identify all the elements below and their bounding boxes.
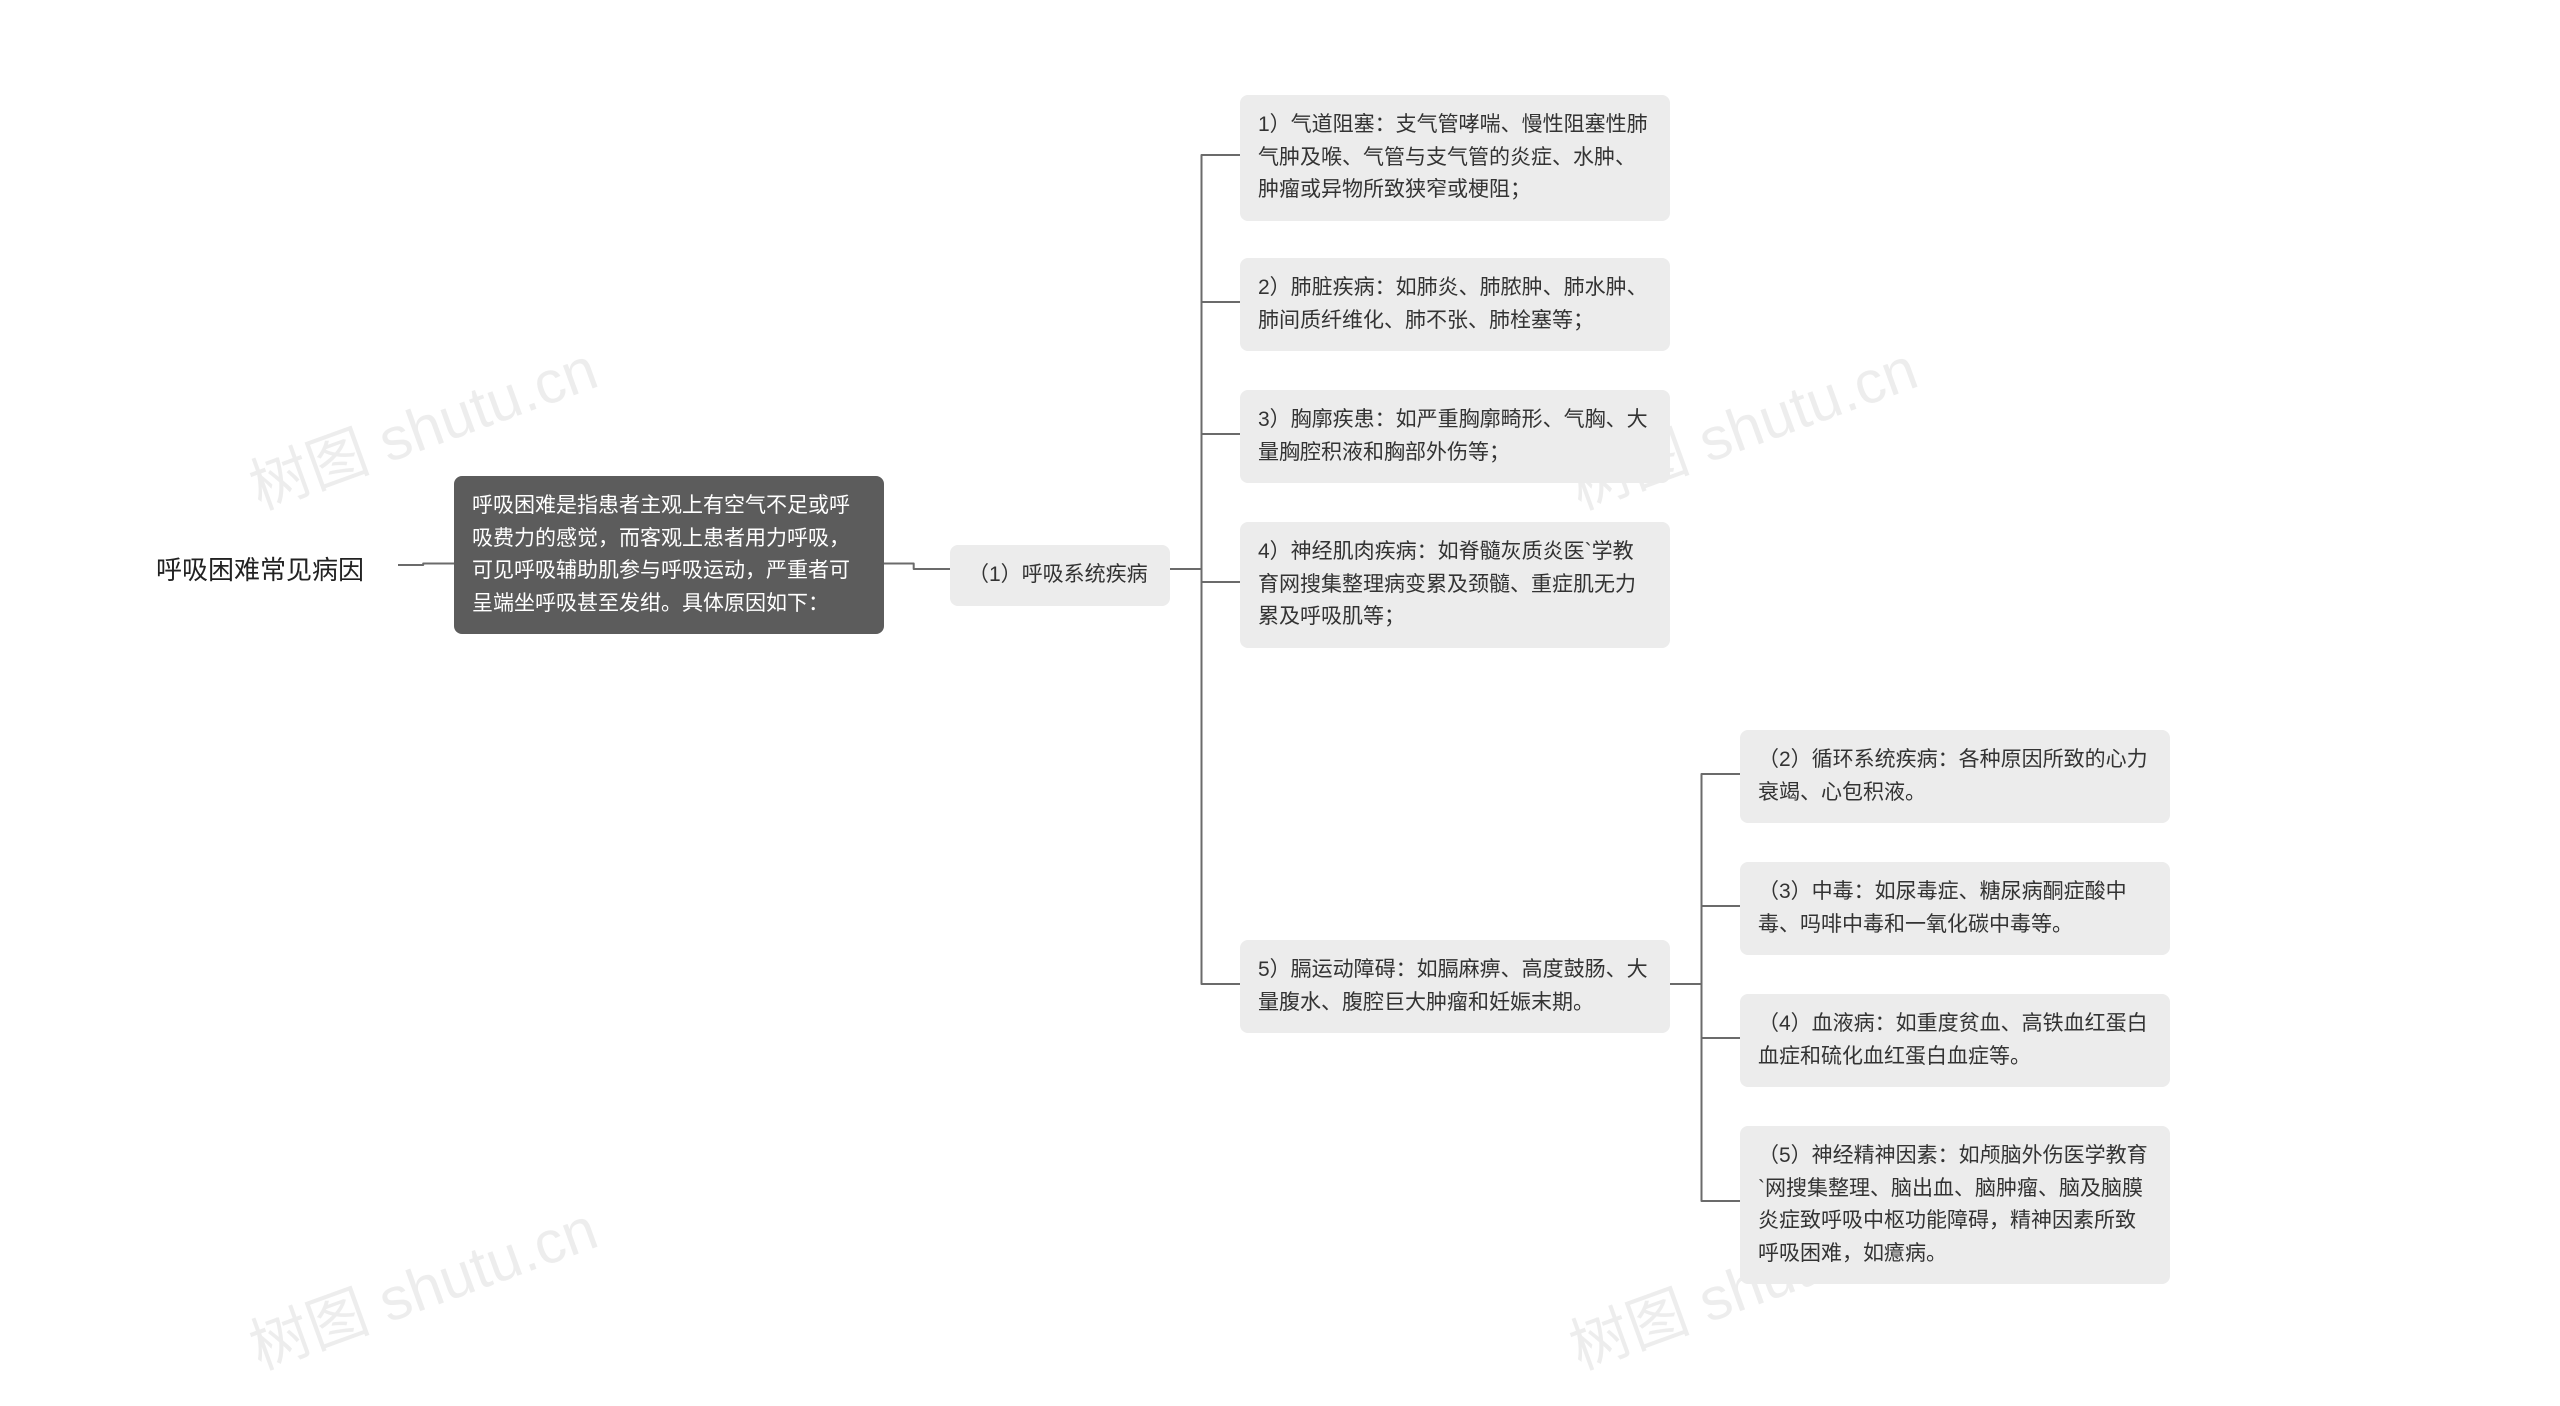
circulatory-node[interactable]: （2）循环系统疾病：各种原因所致的心力衰竭、心包积液。 xyxy=(1740,730,2170,823)
intro-node[interactable]: 呼吸困难是指患者主观上有空气不足或呼吸费力的感觉，而客观上患者用力呼吸，可见呼吸… xyxy=(454,476,884,634)
mindmap-canvas: 树图 shutu.cn 树图 shutu.cn 树图 shutu.cn 树图 s… xyxy=(0,0,2560,1406)
respiratory-node[interactable]: （1）呼吸系统疾病 xyxy=(950,545,1170,606)
thorax-node[interactable]: 3）胸廓疾患：如严重胸廓畸形、气胸、大量胸腔积液和胸部外伤等； xyxy=(1240,390,1670,483)
watermark: 树图 shutu.cn xyxy=(236,1180,607,1386)
neuromuscular-node[interactable]: 4）神经肌肉疾病：如脊髓灰质炎医`学教育网搜集整理病变累及颈髓、重症肌无力累及呼… xyxy=(1240,522,1670,648)
poisoning-node[interactable]: （3）中毒：如尿毒症、糖尿病酮症酸中毒、吗啡中毒和一氧化碳中毒等。 xyxy=(1740,862,2170,955)
lung-node[interactable]: 2）肺脏疾病：如肺炎、肺脓肿、肺水肿、肺间质纤维化、肺不张、肺栓塞等； xyxy=(1240,258,1670,351)
root-node[interactable]: 呼吸困难常见病因 xyxy=(148,540,398,600)
diaphragm-node[interactable]: 5）膈运动障碍：如膈麻痹、高度鼓肠、大量腹水、腹腔巨大肿瘤和妊娠末期。 xyxy=(1240,940,1670,1033)
neuropsych-node[interactable]: （5）神经精神因素：如颅脑外伤医学教育`网搜集整理、脑出血、脑肿瘤、脑及脑膜炎症… xyxy=(1740,1126,2170,1284)
airway-node[interactable]: 1）气道阻塞：支气管哮喘、慢性阻塞性肺气肿及喉、气管与支气管的炎症、水肿、肿瘤或… xyxy=(1240,95,1670,221)
blood-node[interactable]: （4）血液病：如重度贫血、高铁血红蛋白血症和硫化血红蛋白血症等。 xyxy=(1740,994,2170,1087)
